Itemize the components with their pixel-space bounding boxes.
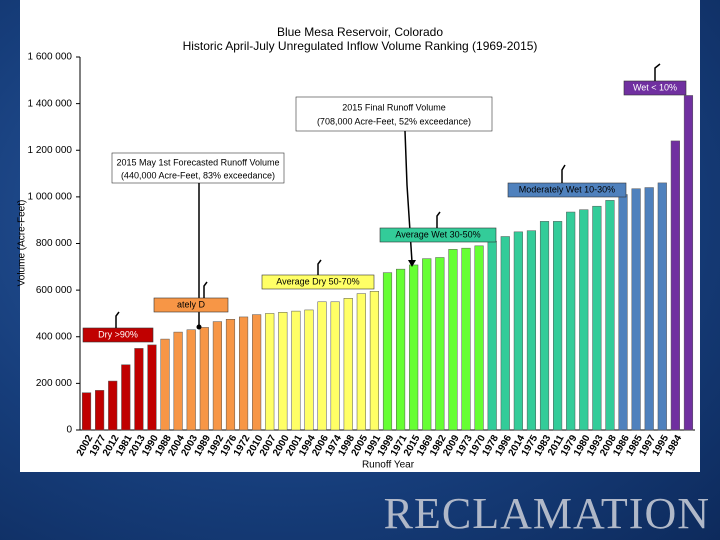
bar — [95, 390, 105, 431]
annotation: (708,000 Acre-Feet, 52% exceedance) — [317, 116, 471, 126]
annotation: Moderately Wet 10-30% — [519, 184, 615, 194]
x-axis-label: Runoff Year — [362, 460, 415, 471]
bar — [369, 291, 379, 431]
footer-logo: RECLAMATION — [384, 489, 710, 538]
annotation-arrow — [203, 281, 208, 298]
bar — [553, 221, 563, 431]
bar — [513, 231, 523, 431]
annotation-arrow — [436, 211, 441, 228]
bar — [199, 327, 209, 431]
bar — [121, 364, 131, 431]
bar — [278, 312, 288, 431]
bar — [435, 257, 445, 431]
bar — [605, 200, 615, 431]
annotation-arrow — [654, 63, 661, 81]
y-tick-label: 400 000 — [36, 331, 73, 342]
bar — [212, 321, 222, 431]
annotation-box — [295, 96, 493, 132]
bar — [422, 258, 432, 431]
bar — [448, 249, 458, 431]
annotation: Dry >90% — [98, 329, 138, 339]
bar — [500, 236, 510, 431]
bar — [265, 313, 275, 431]
annotation-arrow — [317, 259, 322, 275]
bar — [409, 264, 419, 431]
bar — [343, 298, 353, 431]
bar — [579, 209, 589, 431]
annotation: Average Dry 50-70% — [276, 276, 359, 286]
bar — [108, 380, 118, 431]
bar — [382, 272, 393, 431]
annotation: (440,000 Acre-Feet, 83% exceedance) — [121, 170, 275, 180]
bar — [539, 221, 550, 431]
bar — [396, 268, 406, 431]
bar — [657, 182, 667, 431]
bar — [526, 230, 537, 431]
bar — [461, 247, 471, 431]
annotation: 2015 Final Runoff Volume — [342, 102, 445, 112]
chart-subtitle: Historic April-July Unregulated Inflow V… — [183, 39, 538, 53]
annotation-arrow — [115, 311, 120, 328]
annotation-box — [111, 152, 285, 184]
y-tick-label: 600 000 — [36, 285, 73, 296]
y-tick-label: 0 — [66, 425, 72, 436]
bar — [317, 301, 327, 431]
y-tick-label: 1 000 000 — [28, 192, 73, 203]
bar — [186, 329, 196, 431]
y-tick-label: 1 600 000 — [28, 52, 73, 63]
bar — [238, 316, 249, 431]
annotation: Wet < 10% — [633, 82, 677, 92]
bar — [670, 140, 680, 431]
bar — [330, 301, 340, 431]
arrow-head — [408, 260, 416, 267]
bar — [566, 211, 576, 431]
bar — [631, 188, 641, 431]
bar — [225, 319, 236, 431]
arrow-dot — [196, 324, 202, 330]
annotation: 2015 May 1st Forecasted Runoff Volume — [117, 157, 280, 167]
y-tick-label: 800 000 — [36, 238, 73, 249]
bar — [487, 240, 497, 431]
y-tick-label: 1 400 000 — [28, 98, 73, 109]
bar — [618, 194, 628, 431]
bar — [304, 309, 314, 431]
bar — [291, 310, 301, 431]
bar — [252, 314, 262, 431]
y-axis-label: Volume (Acre-Feet) — [17, 200, 28, 287]
bar — [147, 344, 157, 431]
annotation-box — [153, 297, 229, 313]
y-tick-label: 200 000 — [36, 378, 73, 389]
annotation-box — [507, 182, 627, 198]
annotation: ately D — [177, 299, 206, 309]
y-tick-label: 1 200 000 — [28, 145, 73, 156]
bar — [644, 187, 654, 431]
annotation: Average Wet 30-50% — [395, 229, 480, 239]
annotation-arrow — [561, 164, 566, 183]
bar — [160, 338, 170, 431]
bar — [474, 245, 484, 431]
annotation-box — [379, 227, 497, 243]
bar — [134, 348, 144, 431]
bar — [81, 392, 92, 431]
bar — [683, 95, 694, 431]
chart-title: Blue Mesa Reservoir, Colorado — [277, 25, 443, 39]
bar — [356, 293, 366, 431]
annotation-box — [82, 327, 154, 343]
bar — [592, 205, 602, 431]
bar — [173, 331, 183, 431]
